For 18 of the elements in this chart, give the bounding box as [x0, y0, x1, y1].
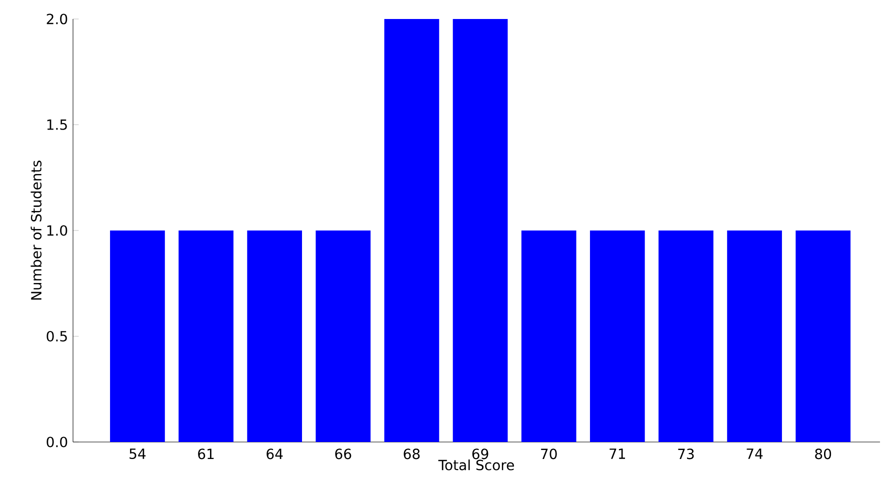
x-tick-label: 70	[541, 448, 557, 460]
x-tick-label: 69	[472, 448, 488, 460]
y-tick-label: 0.5	[46, 330, 67, 342]
x-tick-label: 66	[335, 448, 352, 460]
x-tick-label: 68	[404, 448, 420, 460]
y-tick-label: 2.0	[46, 14, 68, 24]
x-tick-label: 80	[815, 448, 832, 460]
x-tick-label: 61	[198, 448, 214, 460]
x-tick-label: 54	[130, 448, 146, 460]
x-axis-title: Total Score	[438, 459, 514, 470]
x-tick-label: 71	[610, 448, 626, 459]
y-axis-title: Number of Students	[30, 160, 42, 300]
x-tick-label: 73	[678, 448, 694, 460]
y-tick-label: 1.0	[47, 225, 68, 236]
y-tick-label: 1.5	[47, 120, 67, 130]
x-tick-label: 74	[746, 448, 763, 459]
x-tick-label: 64	[266, 448, 283, 460]
y-tick-label: 0.0	[46, 436, 68, 448]
